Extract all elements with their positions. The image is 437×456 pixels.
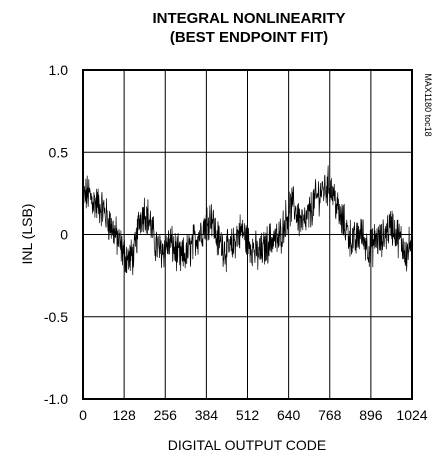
x-axis-label: DIGITAL OUTPUT CODE bbox=[168, 437, 326, 453]
x-tick-label-4: 512 bbox=[236, 407, 260, 423]
x-tick-label-3: 384 bbox=[195, 407, 219, 423]
x-tick-label-0: 0 bbox=[79, 407, 87, 423]
y-tick-label-3: -0.5 bbox=[44, 309, 68, 325]
x-tick-label-8: 1024 bbox=[396, 407, 427, 423]
plot-frame bbox=[82, 69, 413, 400]
x-tick-label-5: 640 bbox=[277, 407, 301, 423]
chart-title-line-2: (BEST ENDPOINT FIT) bbox=[170, 29, 328, 46]
x-tick-label-6: 768 bbox=[318, 407, 342, 423]
x-tick-label-2: 256 bbox=[154, 407, 178, 423]
x-tick-label-1: 128 bbox=[112, 407, 136, 423]
inl-series-line bbox=[82, 165, 413, 276]
y-tick-label-4: -1.0 bbox=[44, 391, 68, 407]
y-tick-label-2: 0 bbox=[60, 227, 68, 243]
series-layer bbox=[82, 165, 413, 276]
x-tick-labels: 0 128 256 384 512 640 768 896 1024 bbox=[79, 407, 428, 423]
watermark-label: MAX1180 toc18 bbox=[423, 73, 433, 136]
y-tick-label-1: 0.5 bbox=[49, 144, 69, 160]
x-tick-label-7: 896 bbox=[359, 407, 383, 423]
y-tick-label-0: 1.0 bbox=[49, 62, 69, 78]
chart-title-line-1: INTEGRAL NONLINEARITY bbox=[152, 10, 345, 27]
y-tick-labels: 1.0 0.5 0 -0.5 -1.0 bbox=[44, 62, 68, 407]
y-axis-label: INL (LSB) bbox=[19, 204, 35, 265]
